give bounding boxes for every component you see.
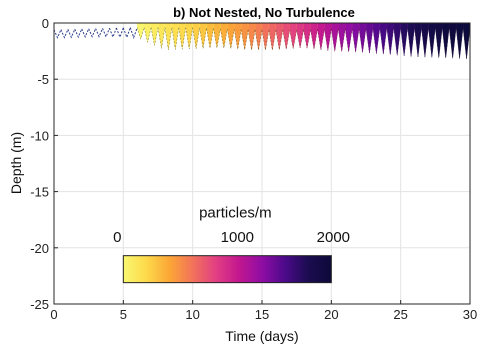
density-wave-edge xyxy=(428,27,436,58)
y-tick-label: -10 xyxy=(30,128,49,143)
density-wave-outline xyxy=(88,28,97,38)
density-wave-edge xyxy=(365,28,374,54)
density-wave-edge xyxy=(220,28,228,49)
x-axis-label: Time (days) xyxy=(225,328,298,344)
density-wave-edge xyxy=(324,28,332,51)
density-wave-edge xyxy=(296,29,304,49)
density-wave-edge xyxy=(331,28,339,52)
density-wave-edge xyxy=(143,27,152,43)
density-wave-outline xyxy=(67,29,76,39)
x-tick-label: 20 xyxy=(324,307,338,322)
density-wave-edge xyxy=(379,27,388,55)
y-tick-label: -25 xyxy=(30,297,49,312)
x-tick-label: 30 xyxy=(463,307,477,322)
density-wave-outline xyxy=(81,28,90,39)
x-tick-label: 25 xyxy=(393,307,407,322)
colorbar-tick-label: 2000 xyxy=(317,229,350,246)
density-wave-edge xyxy=(185,27,193,50)
chart-title: b) Not Nested, No Turbulence xyxy=(173,5,355,20)
density-wave-edge xyxy=(310,29,318,50)
x-tick-label: 0 xyxy=(50,307,57,322)
density-wave-edge xyxy=(358,28,367,53)
density-wave-edge xyxy=(351,28,360,53)
density-wave-edge xyxy=(289,29,297,49)
density-wave-edge xyxy=(317,29,325,50)
density-wave-edge xyxy=(421,27,429,58)
density-wave-edge xyxy=(462,27,471,59)
density-wave-edge xyxy=(136,27,145,41)
y-tick-label: -15 xyxy=(30,185,49,200)
density-wave-edge xyxy=(338,28,346,52)
density-wave-edge xyxy=(386,27,394,55)
density-wave-edge xyxy=(344,28,353,52)
colorbar: particles/m 0 1000 2000 xyxy=(113,204,350,284)
density-wave-edge xyxy=(227,28,235,49)
colorbar-gradient xyxy=(122,255,332,284)
density-wave-edge xyxy=(414,27,422,57)
colorbar-label: particles/m xyxy=(199,204,272,221)
x-axis-ticks: 0 5 10 15 20 25 30 xyxy=(50,300,477,322)
density-wave-edge xyxy=(171,27,180,50)
density-wave-outline xyxy=(53,29,62,39)
density-wave-edge xyxy=(393,27,401,56)
density-wave-edge xyxy=(303,29,311,49)
density-wave-outline xyxy=(74,28,83,39)
colorbar-tick-label: 1000 xyxy=(221,229,254,246)
colorbar-tick-label: 0 xyxy=(113,229,121,246)
x-tick-label: 10 xyxy=(185,307,199,322)
density-wave-outline xyxy=(102,28,110,39)
density-wave-edge xyxy=(372,27,381,54)
density-wave-edge xyxy=(150,27,159,46)
density-wave-outline xyxy=(129,27,138,40)
y-tick-label: 0 xyxy=(42,16,49,31)
y-axis-label: Depth (m) xyxy=(8,132,24,194)
y-tick-label: -20 xyxy=(30,241,49,256)
density-wave-outline xyxy=(60,29,69,39)
density-wave-outline xyxy=(95,28,103,38)
density-wave-edge xyxy=(164,27,173,50)
y-axis-ticks: 0 -5 -10 -15 -20 -25 xyxy=(30,16,58,312)
density-wave-edge xyxy=(282,29,290,50)
density-wave-edge xyxy=(400,27,408,56)
density-wave-edge xyxy=(192,27,200,49)
x-tick-label: 15 xyxy=(255,307,269,322)
density-wave-edge xyxy=(213,28,221,48)
density-wave-edge xyxy=(407,27,415,57)
density-wave-edge xyxy=(435,27,443,58)
density-wave-edge xyxy=(157,27,166,49)
x-tick-label: 5 xyxy=(120,307,127,322)
density-wave-outline xyxy=(109,27,117,39)
y-tick-label: -5 xyxy=(37,72,49,87)
plot-area: particles/m 0 1000 2000 xyxy=(53,22,471,305)
density-wave-edge xyxy=(178,27,186,50)
